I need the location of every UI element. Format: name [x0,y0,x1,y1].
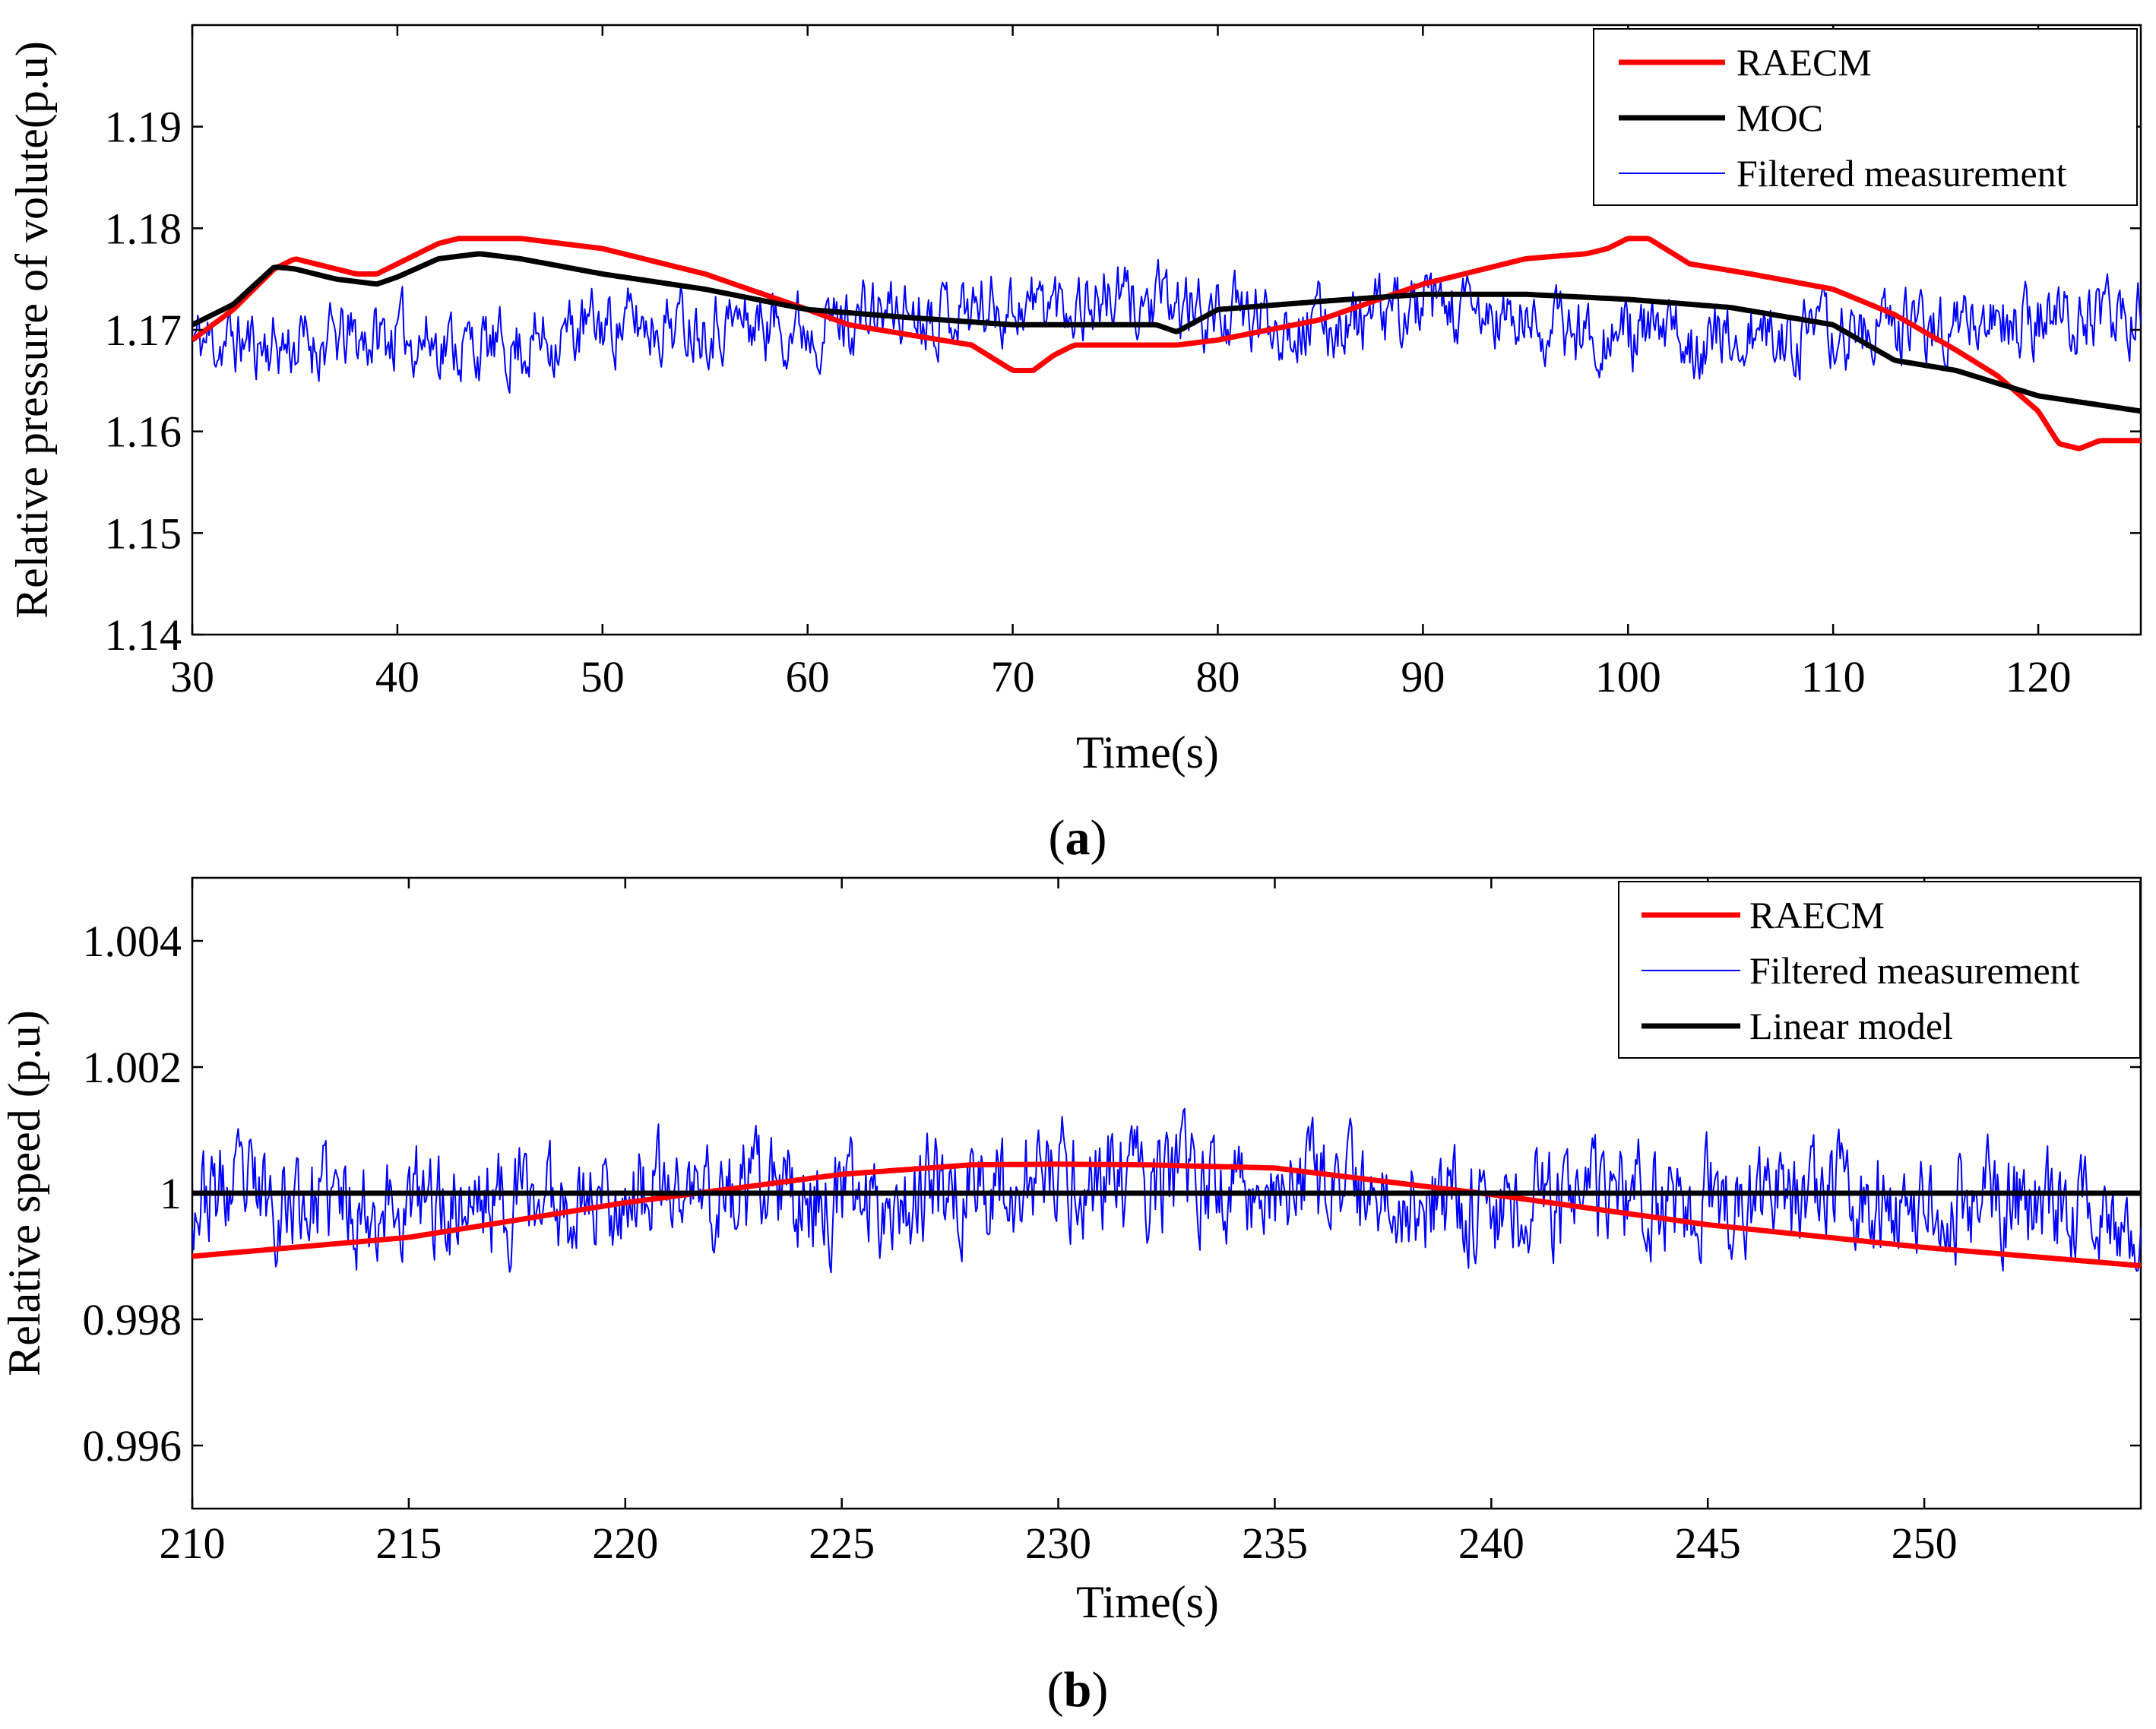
x-tick-label: 210 [160,1518,226,1568]
x-tick-label: 30 [170,652,214,701]
x-tick-label: 240 [1458,1518,1524,1568]
y-tick-label: 1.14 [105,610,182,660]
x-tick-label: 120 [2006,652,2072,701]
series-line-moc [192,251,2141,414]
chart-panel-a: 30 40 50 60 70 80 90 100 110 120 1.14 1.15 1.16 1.17… [7,24,2142,866]
x-tick-label: 90 [1401,652,1445,701]
series-line-filtered-measurement [192,258,2141,394]
y-tick-label: 1.16 [105,407,182,457]
x-axis-label-b: Time(s) [1076,1577,1219,1627]
x-tick-label: 110 [1801,652,1866,701]
x-tick-label: 60 [786,652,830,701]
x-tick-label: 80 [1195,652,1239,701]
y-tick-label: 0.996 [83,1421,182,1471]
legend-a: RAECM MOC Filtered measurement [1593,28,2138,206]
legend-label: RAECM [1749,894,1885,936]
y-tick-label: 1.15 [105,508,182,558]
legend-b: RAECM Filtered measurement Linear model [1618,881,2141,1059]
series-group-b [192,1107,2141,1274]
x-tick-label: 245 [1675,1518,1741,1568]
y-ticks-b: 0.996 0.998 1 1.002 1.004 [83,917,2141,1471]
legend-label: Filtered measurement [1737,152,2067,195]
y-tick-label: 1.19 [105,103,182,152]
x-tick-label: 40 [375,652,419,701]
y-tick-label: 0.998 [83,1295,182,1344]
y-axis-label-a: Relative pressure of volute(p.u) [7,41,57,619]
y-tick-label: 1.18 [105,204,182,253]
x-tick-label: 50 [581,652,625,701]
y-tick-label: 1.004 [83,917,182,966]
legend-label: Filtered measurement [1749,949,2080,992]
x-axis-label-a: Time(s) [1076,727,1219,777]
x-tick-label: 220 [592,1518,658,1568]
series-line-raecm [192,236,2141,451]
x-tick-label: 70 [991,652,1035,701]
x-tick-label: 250 [1892,1518,1958,1568]
x-tick-label: 235 [1242,1518,1308,1568]
legend-label: Linear model [1749,1005,1953,1047]
x-ticks-b: 210 215 220 225 230 235 240 245 250 [160,878,1958,1568]
series-group-a [192,236,2141,451]
panel-label-b: (b) [1047,1662,1109,1718]
y-tick-label: 1.002 [83,1043,182,1092]
x-tick-label: 100 [1595,652,1661,701]
legend-label: RAECM [1737,41,1872,84]
panel-label-a: (a) [1049,810,1107,866]
x-tick-label: 215 [375,1518,442,1568]
y-axis-label-b: Relative speed (p.u) [0,1010,49,1376]
chart-panel-b: 210 215 220 225 230 235 240 245 250 0.996 0.998 1 1… [0,876,2142,1718]
series-line-raecm [192,1161,2141,1268]
y-tick-label: 1 [160,1169,182,1218]
x-tick-label: 225 [809,1518,875,1568]
legend-label: MOC [1737,97,1823,139]
x-tick-label: 230 [1025,1518,1091,1568]
y-ticks-a: 1.14 1.15 1.16 1.17 1.18 1.19 [105,103,2141,660]
y-tick-label: 1.17 [105,306,182,355]
x-ticks-a: 30 40 50 60 70 80 90 100 110 120 [170,25,2072,701]
